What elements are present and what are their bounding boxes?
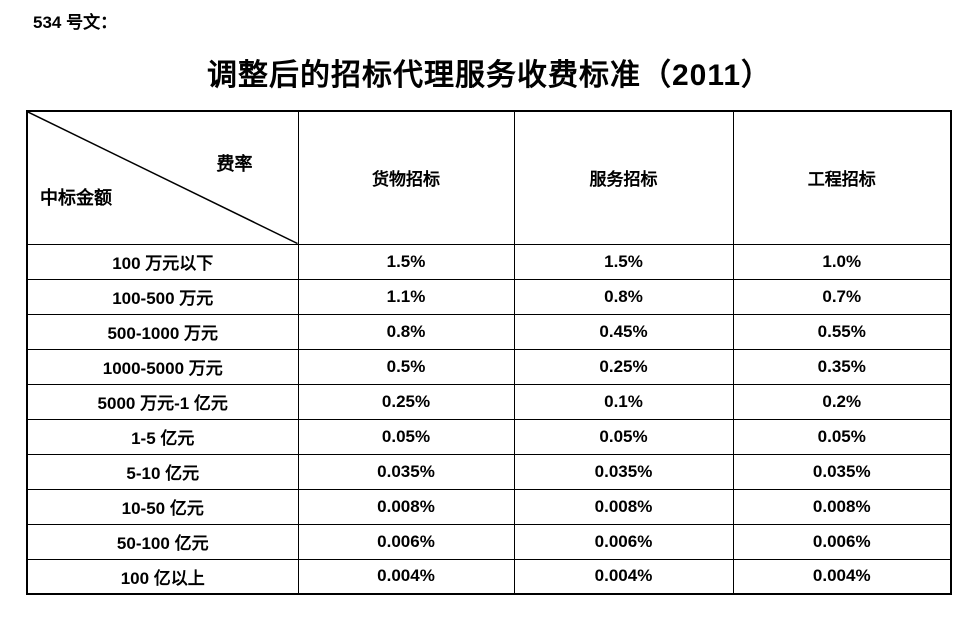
goods-rate-cell: 0.8% bbox=[297, 313, 515, 350]
engineering-rate-cell: 0.008% bbox=[732, 488, 952, 525]
service-rate-cell: 0.25% bbox=[513, 348, 734, 385]
service-rate-cell: 0.035% bbox=[513, 453, 734, 490]
service-rate-cell: 1.5% bbox=[513, 243, 734, 280]
service-rate-cell: 0.006% bbox=[513, 523, 734, 560]
amount-cell: 10-50 亿元 bbox=[26, 488, 299, 525]
service-rate-cell: 0.05% bbox=[513, 418, 734, 455]
engineering-rate-cell: 0.7% bbox=[732, 278, 952, 315]
table-row: 100-500 万元 1.1% 0.8% 0.7% bbox=[26, 278, 952, 315]
goods-rate-cell: 1.5% bbox=[297, 243, 515, 280]
goods-rate-cell: 0.035% bbox=[297, 453, 515, 490]
engineering-rate-cell: 1.0% bbox=[732, 243, 952, 280]
amount-cell: 5-10 亿元 bbox=[26, 453, 299, 490]
service-rate-cell: 0.1% bbox=[513, 383, 734, 420]
corner-label-rate: 费率 bbox=[216, 154, 253, 174]
amount-cell: 1-5 亿元 bbox=[26, 418, 299, 455]
table-row: 100 万元以下 1.5% 1.5% 1.0% bbox=[26, 243, 952, 280]
table-row: 1-5 亿元 0.05% 0.05% 0.05% bbox=[26, 418, 952, 455]
goods-rate-cell: 0.05% bbox=[297, 418, 515, 455]
table-row: 5-10 亿元 0.035% 0.035% 0.035% bbox=[26, 453, 952, 490]
column-header-engineering: 工程招标 bbox=[732, 110, 952, 245]
table-row: 10-50 亿元 0.008% 0.008% 0.008% bbox=[26, 488, 952, 525]
goods-rate-cell: 1.1% bbox=[297, 278, 515, 315]
engineering-rate-cell: 0.035% bbox=[732, 453, 952, 490]
diagonal-divider-line bbox=[28, 112, 298, 244]
goods-rate-cell: 0.004% bbox=[297, 558, 515, 595]
fee-rate-table: 费率 中标金额 货物招标 服务招标 工程招标 100 万元以下 1.5% 1.5… bbox=[26, 110, 952, 595]
column-header-service: 服务招标 bbox=[513, 110, 734, 245]
amount-cell: 100 亿以上 bbox=[26, 558, 299, 595]
amount-cell: 100-500 万元 bbox=[26, 278, 299, 315]
service-rate-cell: 0.8% bbox=[513, 278, 734, 315]
engineering-rate-cell: 0.004% bbox=[732, 558, 952, 595]
service-rate-cell: 0.008% bbox=[513, 488, 734, 525]
engineering-rate-cell: 0.2% bbox=[732, 383, 952, 420]
table-row: 50-100 亿元 0.006% 0.006% 0.006% bbox=[26, 523, 952, 560]
table-header-row: 费率 中标金额 货物招标 服务招标 工程招标 bbox=[26, 110, 952, 245]
amount-cell: 50-100 亿元 bbox=[26, 523, 299, 560]
goods-rate-cell: 0.006% bbox=[297, 523, 515, 560]
amount-cell: 5000 万元-1 亿元 bbox=[26, 383, 299, 420]
corner-label-amount: 中标金额 bbox=[40, 188, 112, 208]
page-title: 调整后的招标代理服务收费标准（2011） bbox=[206, 59, 773, 92]
goods-rate-cell: 0.5% bbox=[297, 348, 515, 385]
engineering-rate-cell: 0.35% bbox=[732, 348, 952, 385]
column-header-goods: 货物招标 bbox=[297, 110, 515, 245]
engineering-rate-cell: 0.006% bbox=[732, 523, 952, 560]
service-rate-cell: 0.004% bbox=[513, 558, 734, 595]
corner-header-cell: 费率 中标金额 bbox=[26, 110, 299, 245]
table-row: 1000-5000 万元 0.5% 0.25% 0.35% bbox=[26, 348, 952, 385]
service-rate-cell: 0.45% bbox=[513, 313, 734, 350]
table-row: 100 亿以上 0.004% 0.004% 0.004% bbox=[26, 558, 952, 595]
amount-cell: 1000-5000 万元 bbox=[26, 348, 299, 385]
table-row: 500-1000 万元 0.8% 0.45% 0.55% bbox=[26, 313, 952, 350]
table-row: 5000 万元-1 亿元 0.25% 0.1% 0.2% bbox=[26, 383, 952, 420]
document-number-label: 534 号文： bbox=[33, 13, 118, 32]
goods-rate-cell: 0.25% bbox=[297, 383, 515, 420]
amount-cell: 100 万元以下 bbox=[26, 243, 299, 280]
amount-cell: 500-1000 万元 bbox=[26, 313, 299, 350]
goods-rate-cell: 0.008% bbox=[297, 488, 515, 525]
engineering-rate-cell: 0.05% bbox=[732, 418, 952, 455]
engineering-rate-cell: 0.55% bbox=[732, 313, 952, 350]
